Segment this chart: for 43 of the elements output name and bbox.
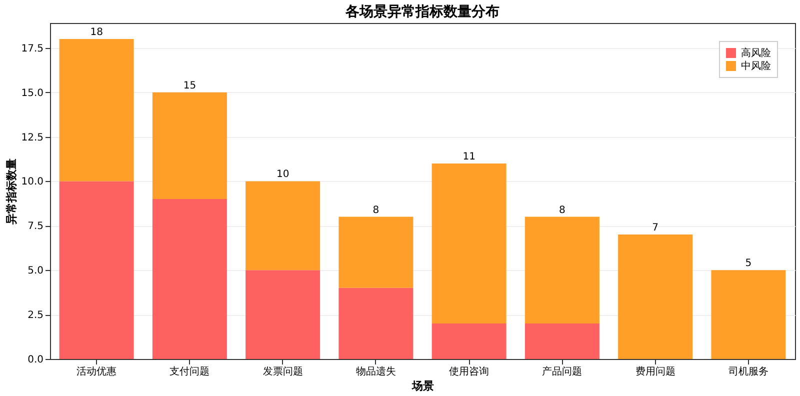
y-tick-label: 5.0 xyxy=(28,266,44,277)
x-tick-label: 发票问题 xyxy=(262,366,303,378)
bar xyxy=(338,216,414,288)
bar xyxy=(432,323,506,359)
y-tick-label: 10.0 xyxy=(21,176,44,188)
x-tick-label: 司机服务 xyxy=(728,366,768,378)
x-axis-title: 场景 xyxy=(411,380,434,392)
y-tick-label: 12.5 xyxy=(21,132,44,144)
bar xyxy=(246,181,320,270)
y-axis-title: 异常指标数量 xyxy=(5,158,18,226)
total-label: 15 xyxy=(183,80,196,92)
y-tick-label: 7.5 xyxy=(28,221,44,232)
total-label: 11 xyxy=(462,151,476,162)
total-label: 10 xyxy=(276,169,290,180)
x-tick-label: 使用咨询 xyxy=(449,366,490,378)
y-tick-label: 17.5 xyxy=(21,43,44,54)
y-tick-label: 2.5 xyxy=(28,310,44,322)
bar xyxy=(152,199,227,359)
bar xyxy=(59,39,134,182)
bar xyxy=(524,216,600,324)
bar xyxy=(711,270,786,359)
total-label: 18 xyxy=(90,27,103,38)
bar xyxy=(432,163,506,324)
total-label: 8 xyxy=(372,204,380,216)
total-label: 7 xyxy=(652,222,658,234)
x-tick-label: 活动优惠 xyxy=(76,366,117,378)
y-tick-label: 0.0 xyxy=(28,354,44,366)
x-tick-label: 费用问题 xyxy=(635,366,676,378)
bar xyxy=(246,270,320,359)
x-tick-label: 物品遗失 xyxy=(356,366,396,378)
x-tick-label: 支付问题 xyxy=(170,366,210,378)
legend-label: 中风险 xyxy=(741,60,771,72)
legend-label: 高风险 xyxy=(741,47,771,59)
chart-title: 各场景异常指标数量分布 xyxy=(344,4,500,20)
x-tick-label: 产品问题 xyxy=(542,366,582,378)
total-label: 5 xyxy=(745,258,752,270)
bar xyxy=(338,288,414,359)
y-tick-label: 15.0 xyxy=(21,88,44,99)
total-label: 8 xyxy=(559,204,566,216)
bar xyxy=(618,234,693,359)
bar xyxy=(59,181,134,359)
bar xyxy=(152,92,227,199)
bar xyxy=(524,323,600,359)
